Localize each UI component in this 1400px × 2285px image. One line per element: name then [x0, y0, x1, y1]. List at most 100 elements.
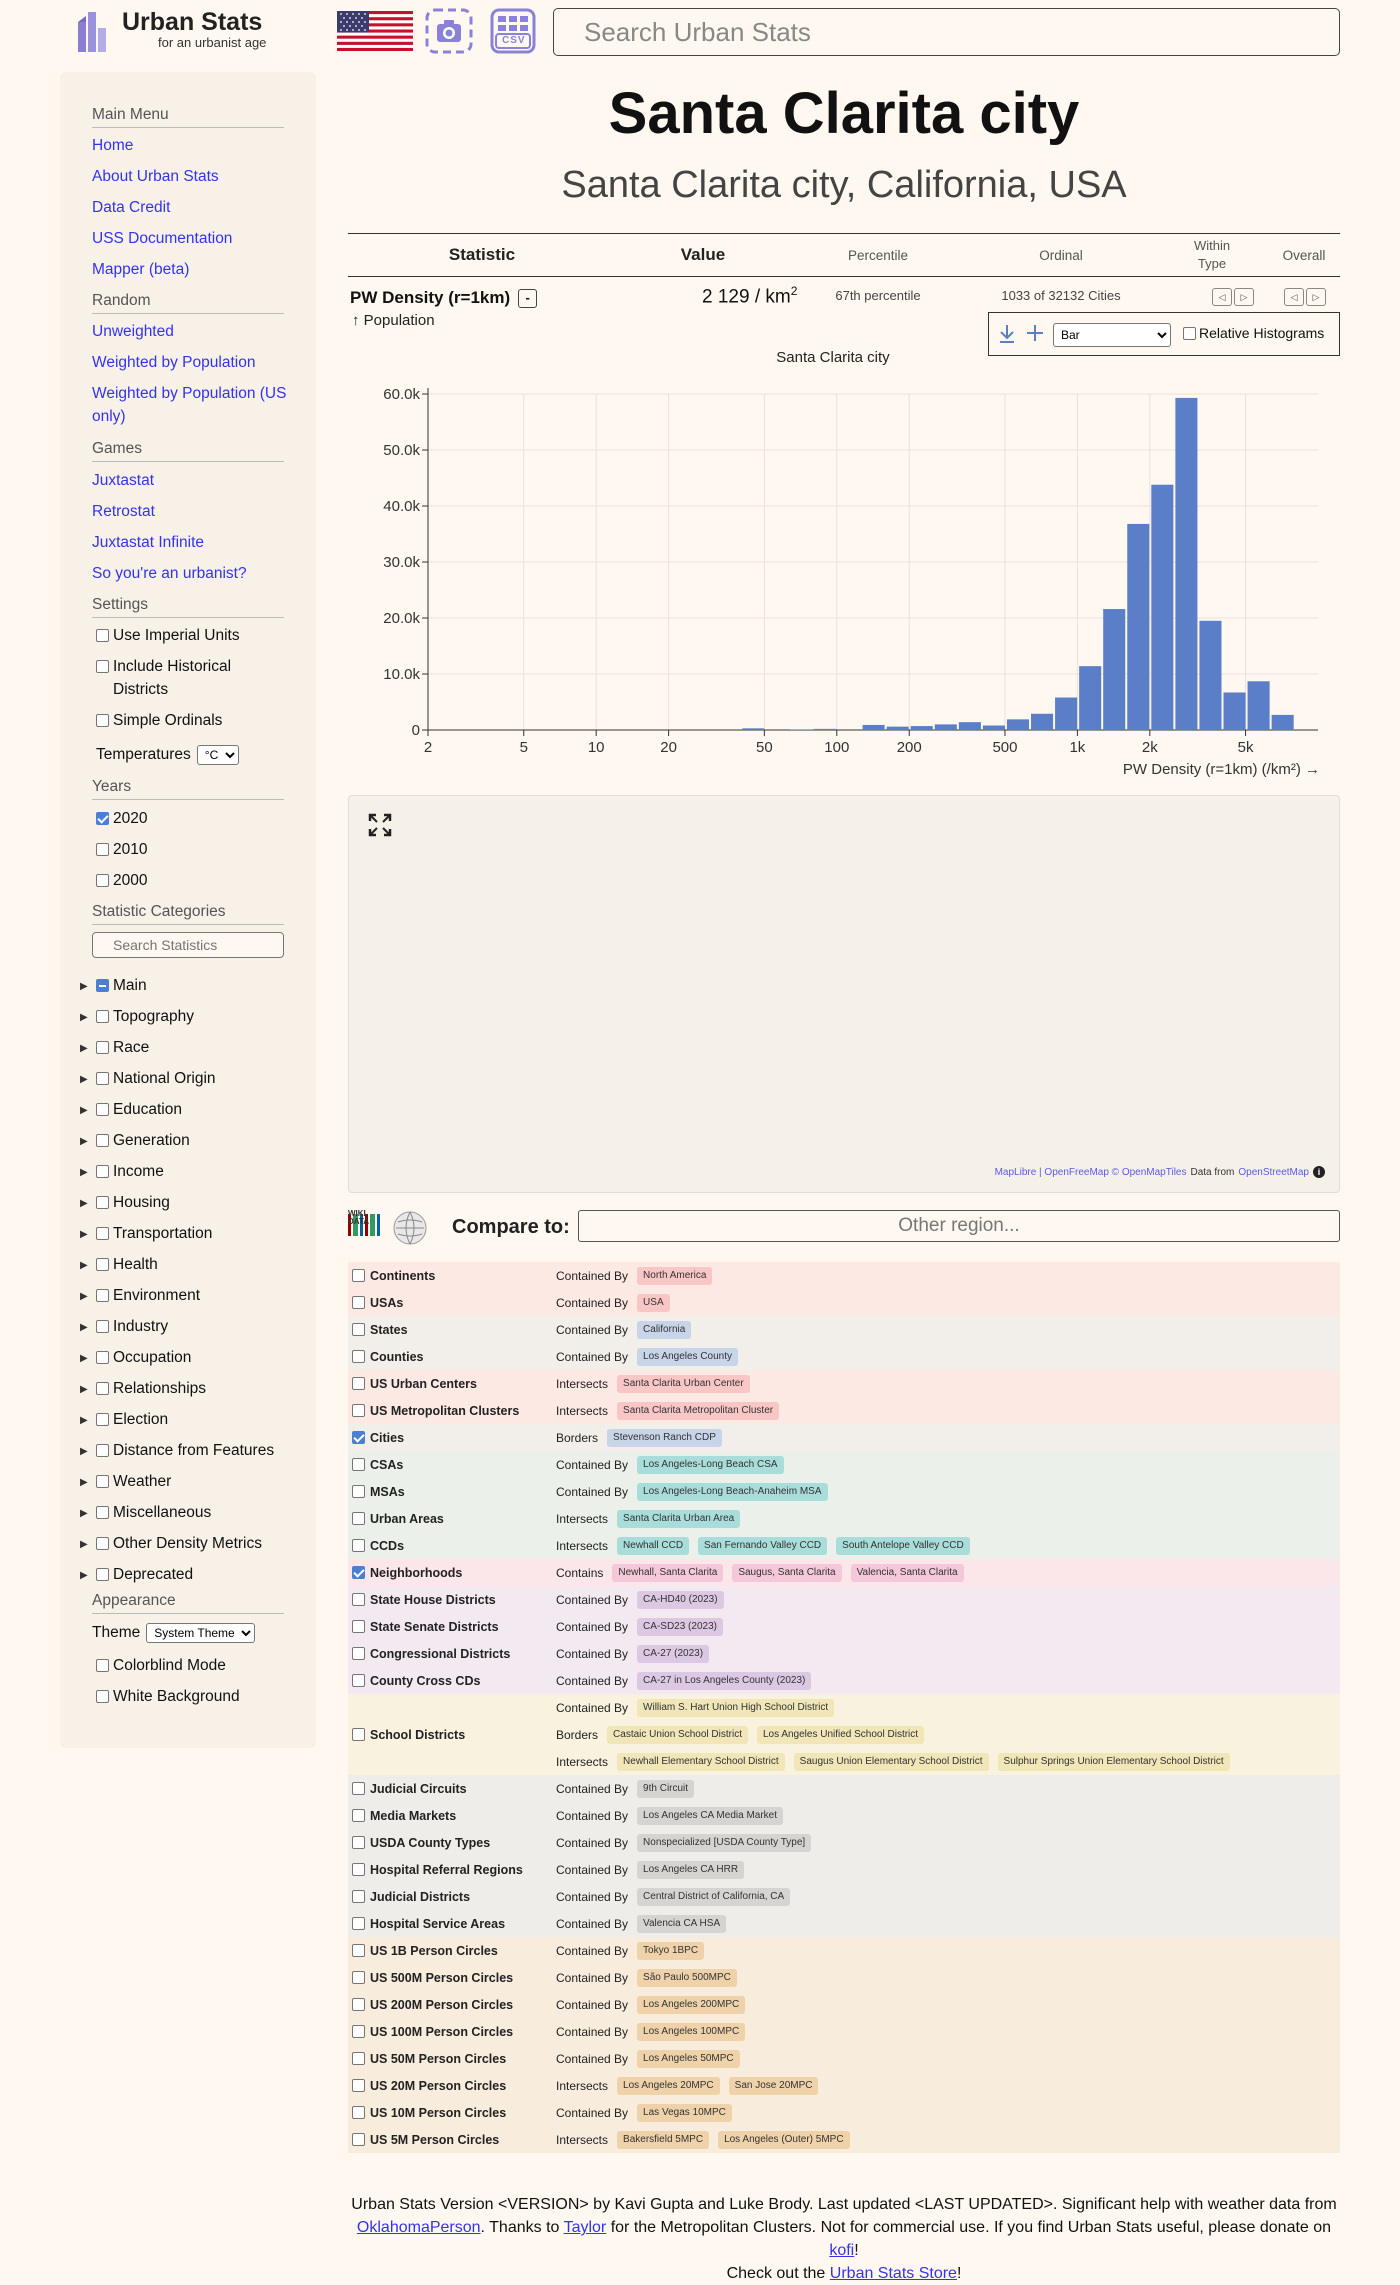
expand-triangle-icon[interactable]: ▶ [80, 1260, 88, 1271]
related-region-link[interactable]: Newhall Elementary School District [617, 1752, 785, 1771]
related-region-link[interactable]: Los Angeles CA Media Market [637, 1806, 784, 1825]
related-type-toggle[interactable]: Hospital Referral Regions [352, 1856, 523, 1883]
related-region-link[interactable]: Los Angeles-Long Beach CSA [637, 1455, 784, 1474]
related-region-link[interactable]: Los Angeles County [637, 1347, 738, 1366]
expand-triangle-icon[interactable]: ▶ [80, 1384, 88, 1395]
related-region-link[interactable]: North America [637, 1266, 713, 1285]
checkbox[interactable] [96, 1010, 109, 1023]
checkbox[interactable] [352, 1674, 365, 1687]
related-region-link[interactable]: Las Vegas 10MPC [637, 2103, 732, 2122]
checkbox[interactable] [96, 1320, 109, 1333]
related-type-toggle[interactable]: State House Districts [352, 1586, 496, 1613]
expand-triangle-icon[interactable]: ▶ [80, 1043, 88, 1054]
related-region-link[interactable]: CA-HD40 (2023) [637, 1590, 724, 1609]
related-region-link[interactable]: William S. Hart Union High School Distri… [637, 1698, 835, 1717]
expand-triangle-icon[interactable]: ▶ [80, 1446, 88, 1457]
checkbox[interactable] [96, 1041, 109, 1054]
year-2000[interactable]: 2000 [96, 869, 147, 892]
related-region-link[interactable]: Saugus Union Elementary School District [793, 1752, 989, 1771]
checkbox[interactable] [96, 1413, 109, 1426]
related-region-link[interactable]: Los Angeles 200MPC [637, 1995, 746, 2014]
footer-link-taylor[interactable]: Taylor [563, 2219, 607, 2236]
checkbox[interactable] [96, 1227, 109, 1240]
sidebar-link-weighted-pop-us[interactable]: Weighted by Population (US only) [92, 385, 287, 425]
category-race[interactable]: ▶ Race [80, 1036, 149, 1060]
category-environment[interactable]: ▶ Environment [80, 1284, 200, 1308]
within-type-prev-button[interactable]: ◁ [1212, 288, 1232, 306]
related-type-toggle[interactable]: US Metropolitan Clusters [352, 1397, 519, 1424]
checkbox[interactable] [352, 1350, 365, 1363]
related-region-link[interactable]: Santa Clarita Metropolitan Cluster [617, 1401, 780, 1420]
related-region-link[interactable]: South Antelope Valley CCD [836, 1536, 970, 1555]
sidebar-link-home[interactable]: Home [92, 137, 134, 154]
related-region-link[interactable]: Tokyo 1BPC [637, 1941, 705, 1960]
expand-triangle-icon[interactable]: ▶ [80, 1198, 88, 1209]
checkbox[interactable] [352, 1728, 365, 1741]
related-region-link[interactable]: Santa Clarita Urban Center [617, 1374, 750, 1393]
category-miscellaneous[interactable]: ▶ Miscellaneous [80, 1501, 211, 1525]
related-type-toggle[interactable]: USAs [352, 1289, 403, 1316]
related-type-toggle[interactable]: School Districts [352, 1694, 465, 1775]
related-region-link[interactable]: Los Angeles (Outer) 5MPC [718, 2130, 850, 2149]
checkbox[interactable] [96, 1382, 109, 1395]
sidebar-link-retrostat[interactable]: Retrostat [92, 503, 155, 520]
category-national-origin[interactable]: ▶ National Origin [80, 1067, 216, 1091]
related-type-toggle[interactable]: US 200M Person Circles [352, 1991, 513, 2018]
setting-white-background[interactable]: White Background [96, 1685, 240, 1708]
related-type-toggle[interactable]: Counties [352, 1343, 423, 1370]
checkbox[interactable] [352, 1377, 365, 1390]
map-attribution-osm[interactable]: OpenStreetMap [1238, 1166, 1309, 1178]
expand-triangle-icon[interactable]: ▶ [80, 1105, 88, 1116]
wikidata-icon[interactable]: WIKI DATA [348, 1210, 384, 1246]
histogram-type-select[interactable]: Bar [1053, 323, 1171, 347]
category-generation[interactable]: ▶ Generation [80, 1129, 190, 1153]
checkbox[interactable] [352, 1566, 365, 1579]
compare-region-input[interactable] [578, 1210, 1340, 1242]
setting-simple-ordinals[interactable]: Simple Ordinals [96, 709, 222, 732]
related-type-toggle[interactable]: Judicial Districts [352, 1883, 470, 1910]
checkbox[interactable] [352, 1647, 365, 1660]
checkbox[interactable] [352, 1323, 365, 1336]
checkbox[interactable] [96, 1134, 109, 1147]
category-election[interactable]: ▶ Election [80, 1408, 168, 1432]
related-type-toggle[interactable]: State Senate Districts [352, 1613, 499, 1640]
related-type-toggle[interactable]: US 20M Person Circles [352, 2072, 506, 2099]
related-region-link[interactable]: Nonspecialized [USDA County Type] [637, 1833, 812, 1852]
checkbox[interactable] [96, 843, 109, 856]
sidebar-link-about[interactable]: About Urban Stats [92, 168, 219, 185]
related-type-toggle[interactable]: MSAs [352, 1478, 405, 1505]
related-type-toggle[interactable]: Cities [352, 1424, 404, 1451]
checkbox[interactable] [352, 1512, 365, 1525]
checkbox[interactable] [96, 979, 109, 992]
screenshot-camera-icon[interactable] [425, 8, 473, 54]
footer-link-kofi[interactable]: kofi [829, 2242, 855, 2259]
checkbox[interactable] [352, 1890, 365, 1903]
overall-prev-button[interactable]: ◁ [1284, 288, 1304, 306]
sidebar-link-mapper[interactable]: Mapper (beta) [92, 261, 190, 278]
setting-historical-districts[interactable]: Include Historical Districts [96, 655, 276, 701]
checkbox[interactable] [96, 1444, 109, 1457]
related-type-toggle[interactable]: Media Markets [352, 1802, 456, 1829]
related-region-link[interactable]: USA [637, 1293, 670, 1312]
checkbox[interactable] [352, 1458, 365, 1471]
expand-triangle-icon[interactable]: ▶ [80, 1570, 88, 1581]
expand-triangle-icon[interactable]: ▶ [80, 1012, 88, 1023]
related-type-toggle[interactable]: Judicial Circuits [352, 1775, 467, 1802]
related-type-toggle[interactable]: US 100M Person Circles [352, 2018, 513, 2045]
expand-triangle-icon[interactable]: ▶ [80, 1136, 88, 1147]
map-attribution-links[interactable]: MapLibre | OpenFreeMap © OpenMapTiles [994, 1166, 1187, 1178]
related-type-toggle[interactable]: Urban Areas [352, 1505, 444, 1532]
checkbox[interactable] [96, 1690, 109, 1703]
checkbox[interactable] [352, 1296, 365, 1309]
checkbox[interactable] [96, 1196, 109, 1209]
checkbox[interactable] [352, 1620, 365, 1633]
related-region-link[interactable]: Sulphur Springs Union Elementary School … [997, 1752, 1230, 1771]
category-topography[interactable]: ▶ Topography [80, 1005, 194, 1029]
related-region-link[interactable]: Castaic Union School District [607, 1725, 748, 1744]
related-region-link[interactable]: San Fernando Valley CCD [698, 1536, 828, 1555]
category-other-density-metrics[interactable]: ▶ Other Density Metrics [80, 1532, 262, 1556]
expand-triangle-icon[interactable]: ▶ [80, 1353, 88, 1364]
plus-icon[interactable] [1025, 323, 1045, 343]
related-type-toggle[interactable]: US 5M Person Circles [352, 2126, 499, 2153]
usa-flag-icon[interactable] [337, 11, 413, 51]
